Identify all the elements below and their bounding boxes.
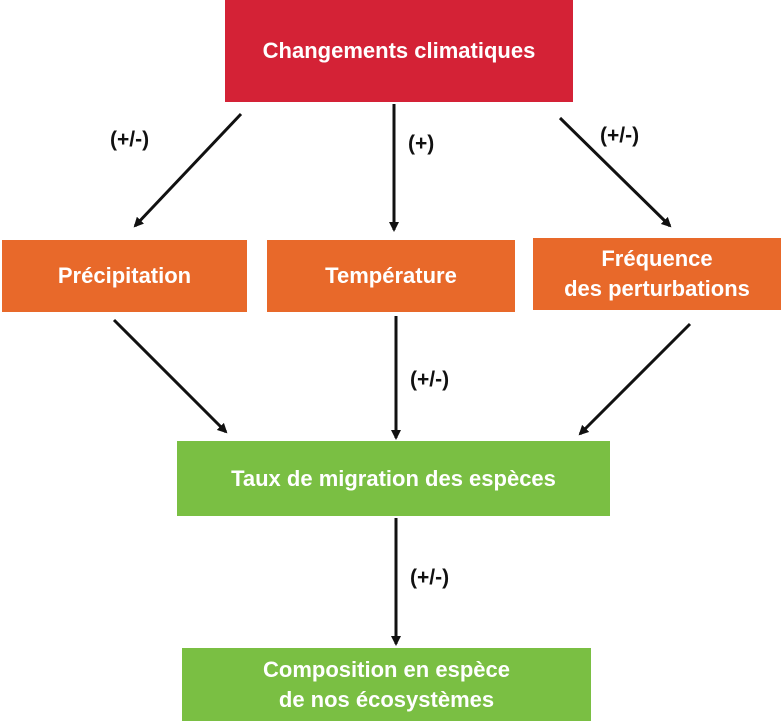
label-temperature-to-migration: (+/-)	[410, 368, 450, 391]
node-migration-rate: Taux de migration des espèces	[177, 441, 610, 516]
node-disturbance-frequency: Fréquence des perturbations	[533, 238, 781, 310]
node-temperature: Température	[267, 240, 515, 312]
arrow-disturbance-to-migration	[578, 322, 692, 436]
node-precipitation: Précipitation	[2, 240, 247, 312]
node-climate-change: Changements climatiques	[225, 0, 573, 102]
label-climate-to-precipitation: (+/-)	[110, 128, 150, 151]
label-migration-to-composition: (+/-)	[410, 566, 450, 589]
arrow-climate-to-precipitation	[133, 112, 243, 228]
node-composition: Composition en espèce de nos écosystèmes	[182, 648, 591, 721]
label-climate-to-temperature: (+)	[408, 132, 435, 155]
arrow-precipitation-to-migration	[112, 318, 228, 434]
arrow-climate-to-disturbance	[558, 116, 672, 228]
label-climate-to-disturbance: (+/-)	[600, 124, 640, 147]
